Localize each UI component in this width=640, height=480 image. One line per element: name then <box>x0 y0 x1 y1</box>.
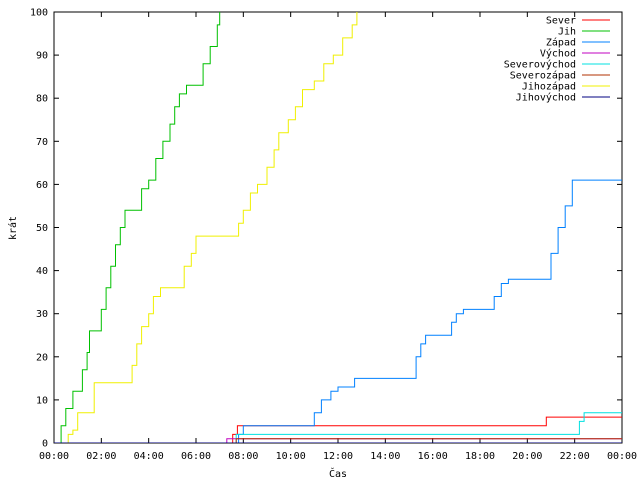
x-tick-label: 10:00 <box>276 451 306 462</box>
y-tick-label: 50 <box>36 223 48 234</box>
y-tick-label: 90 <box>36 51 48 62</box>
x-tick-label: 00:00 <box>39 451 69 462</box>
y-tick-label: 40 <box>36 266 48 277</box>
series-line-5 <box>54 438 622 443</box>
x-tick-label: 20:00 <box>512 451 542 462</box>
legend-label: Východ <box>540 48 576 60</box>
legend-label: Jih <box>558 27 576 38</box>
y-tick-label: 70 <box>36 137 48 148</box>
x-tick-label: 16:00 <box>418 451 448 462</box>
x-tick-label: 14:00 <box>370 451 400 462</box>
legend-label: Jihozápad <box>522 81 576 93</box>
legend-label: Západ <box>546 37 576 49</box>
x-tick-label: 00:00 <box>607 451 637 462</box>
x-tick-label: 12:00 <box>323 451 353 462</box>
series-line-0 <box>54 416 622 443</box>
y-tick-label: 80 <box>36 94 48 105</box>
legend-label: Severovýchod <box>504 59 576 71</box>
series-line-2 <box>54 179 622 443</box>
series-line-6 <box>54 12 358 443</box>
y-axis-ticks: 0 10 20 30 40 50 60 70 80 90 100 <box>30 8 622 450</box>
x-tick-label: 04:00 <box>134 451 164 462</box>
series-line-4 <box>54 412 622 443</box>
y-tick-label: 60 <box>36 180 48 191</box>
x-tick-label: 22:00 <box>560 451 590 462</box>
legend-label: Severozápad <box>510 70 576 82</box>
x-axis-ticks: 00:00 02:00 04:00 06:00 08:00 10:00 12:00 14:00… <box>39 12 637 462</box>
y-tick-label: 30 <box>36 309 48 320</box>
x-tick-label: 18:00 <box>465 451 495 462</box>
y-tick-label: 100 <box>30 8 48 19</box>
series-lines <box>54 12 622 443</box>
legend-label: Sever <box>546 16 576 27</box>
y-axis-label: krát <box>7 216 19 240</box>
x-tick-label: 08:00 <box>228 451 258 462</box>
x-tick-label: 02:00 <box>86 451 116 462</box>
y-tick-label: 10 <box>36 395 48 406</box>
y-tick-label: 0 <box>42 439 48 450</box>
legend-label: Jihovýchod <box>516 92 576 104</box>
x-tick-label: 06:00 <box>181 451 211 462</box>
legend: SeverJihZápadVýchodSeverovýchodSeverozáp… <box>504 16 610 104</box>
x-axis-label: Čas <box>329 467 347 480</box>
y-tick-label: 20 <box>36 352 48 363</box>
series-line-1 <box>54 12 221 443</box>
